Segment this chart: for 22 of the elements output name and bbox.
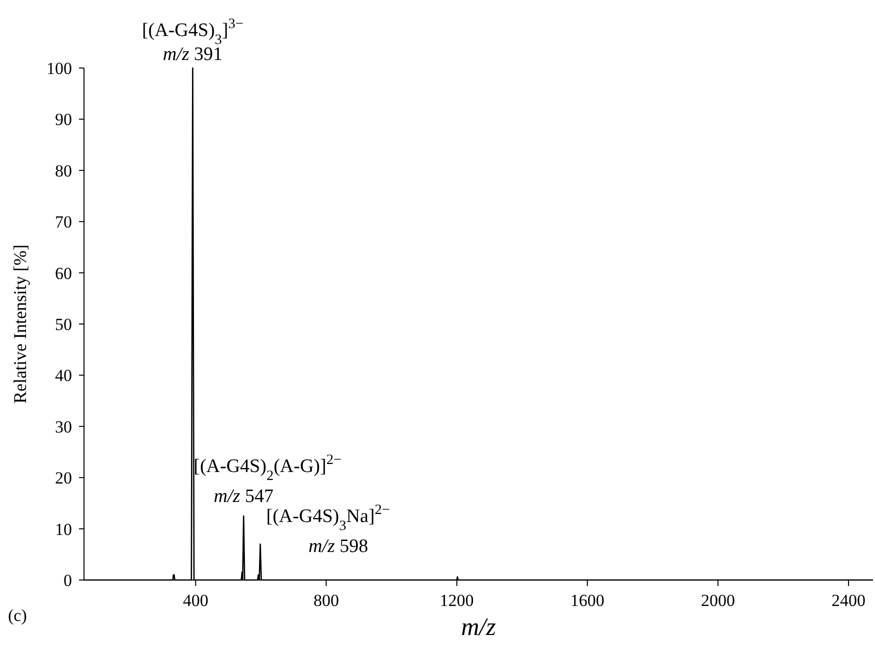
y-tick-label: 30 xyxy=(55,417,72,436)
y-tick-label: 10 xyxy=(55,520,72,539)
x-tick-label: 2400 xyxy=(832,591,866,610)
x-tick-label: 1600 xyxy=(570,591,604,610)
y-tick-label: 100 xyxy=(46,58,72,78)
y-tick-label: 50 xyxy=(55,314,72,334)
y-tick-label: 80 xyxy=(55,161,72,180)
annotation: m/z 598 xyxy=(308,536,368,558)
y-tick-label: 60 xyxy=(55,264,72,283)
x-tick-label: 800 xyxy=(313,591,339,610)
y-tick-label: 90 xyxy=(55,110,72,130)
y-tick-label: 40 xyxy=(55,366,72,386)
y-axis-title: Relative Intensity [%] xyxy=(10,244,30,404)
text: (c) xyxy=(8,606,27,625)
y-tick-label: 0 xyxy=(64,570,72,590)
annotation: [(A-G4S)$_{2}$(A-G)]$^{2−}$ xyxy=(194,452,342,484)
x-tick-label: 2000 xyxy=(700,591,735,610)
y-tick-label: 20 xyxy=(55,468,72,488)
x-tick-label: 1200 xyxy=(440,591,474,610)
x-axis-title: m/z xyxy=(461,614,496,641)
x-tick-label: 400 xyxy=(182,591,208,610)
y-tick-label: 70 xyxy=(55,212,72,232)
